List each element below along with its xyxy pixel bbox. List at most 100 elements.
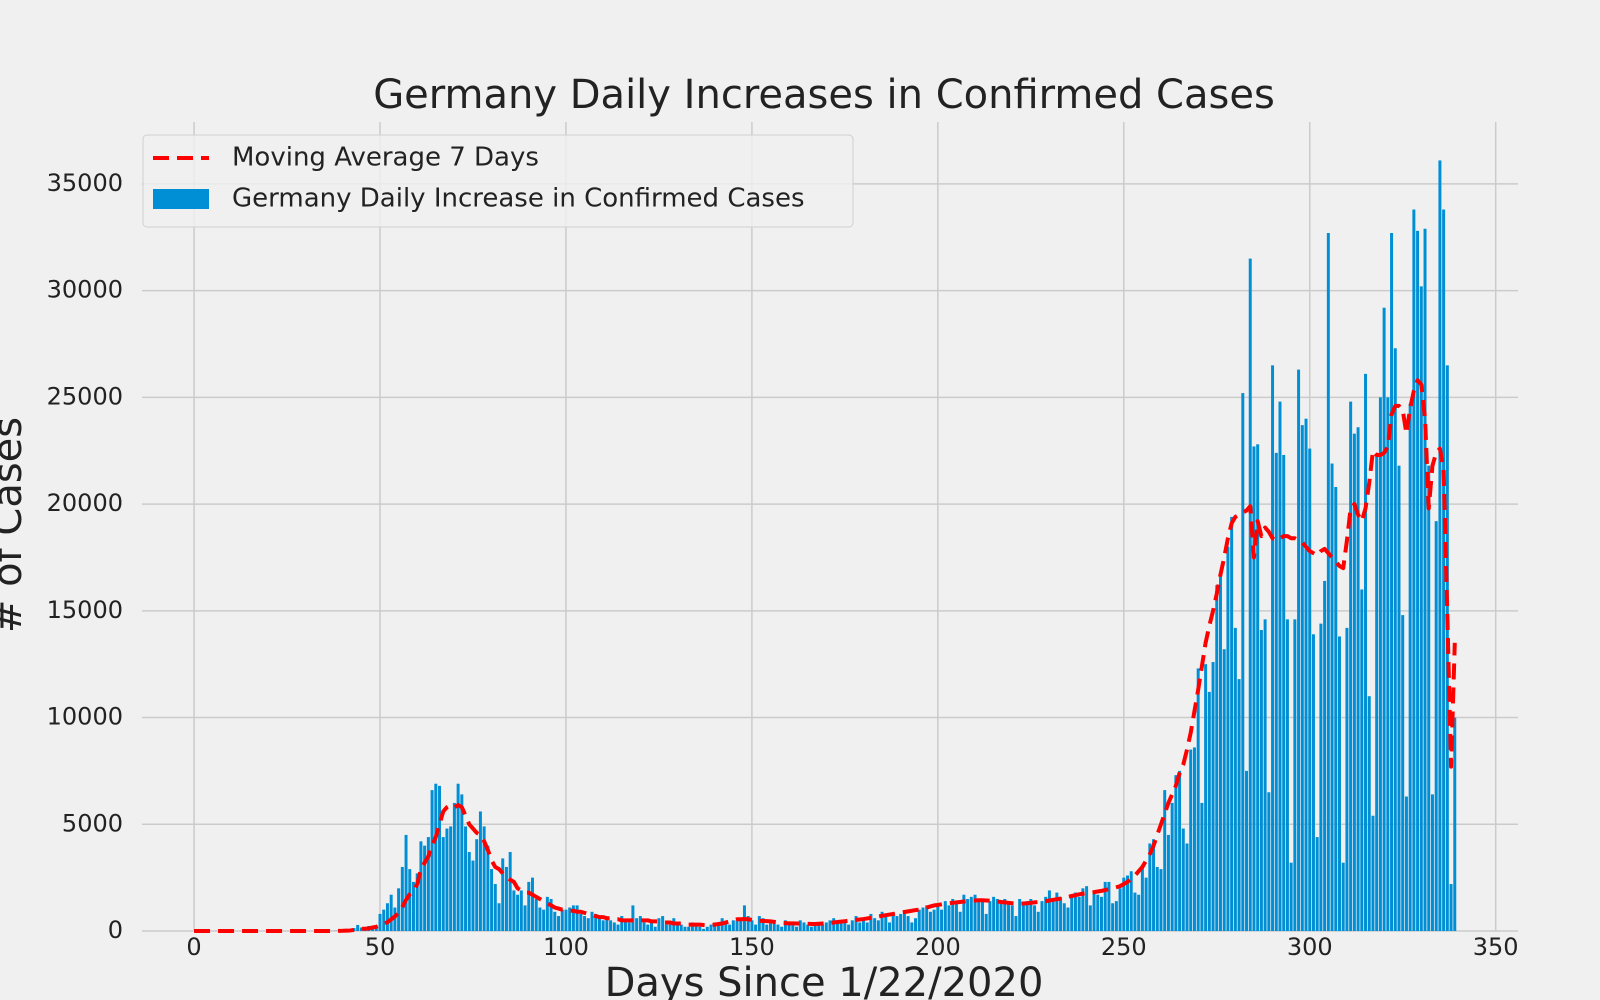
bar — [940, 909, 944, 931]
bar — [490, 869, 494, 931]
bar — [780, 926, 784, 931]
bar — [397, 888, 401, 931]
bar — [1364, 373, 1368, 931]
bar — [471, 860, 475, 931]
bar — [1062, 903, 1066, 931]
bar — [1338, 636, 1341, 931]
bar — [1163, 790, 1167, 931]
bar — [839, 920, 843, 931]
plot-area — [194, 160, 1457, 933]
bar — [776, 924, 780, 931]
bar — [1181, 828, 1185, 931]
bar — [832, 918, 836, 931]
bar — [1077, 896, 1081, 931]
bar — [1051, 901, 1055, 931]
bar — [1122, 877, 1126, 931]
bar — [735, 920, 739, 931]
bar — [899, 913, 903, 931]
bar — [969, 896, 973, 931]
bar — [564, 909, 568, 931]
legend-box — [142, 134, 854, 228]
bar — [478, 811, 482, 931]
bar — [954, 901, 958, 931]
bar — [687, 926, 691, 931]
bar — [995, 898, 999, 931]
y-tick-label: 10000 — [47, 703, 123, 731]
bar — [1066, 907, 1070, 931]
bar — [635, 918, 639, 931]
bar — [1300, 425, 1304, 931]
y-tick-label: 20000 — [47, 489, 123, 517]
bar — [627, 922, 631, 931]
bar — [1170, 802, 1174, 931]
bar — [1025, 901, 1029, 931]
bar — [906, 916, 910, 931]
bar — [694, 924, 698, 931]
bar — [523, 905, 527, 931]
bar — [783, 920, 787, 931]
bar — [1256, 444, 1260, 931]
bar — [1036, 911, 1040, 931]
bar — [739, 918, 743, 931]
bar — [568, 907, 572, 931]
bar — [865, 922, 869, 931]
bar — [1218, 574, 1222, 931]
bar — [1107, 881, 1111, 931]
bar — [441, 837, 445, 931]
bar — [809, 926, 813, 931]
bar — [411, 881, 415, 931]
bar — [1118, 888, 1122, 931]
bar — [1185, 843, 1189, 931]
bar — [698, 926, 702, 931]
bar — [999, 903, 1003, 931]
bar — [594, 913, 598, 931]
bar — [884, 916, 888, 931]
bar — [638, 916, 642, 931]
bar — [482, 826, 486, 931]
bar — [1114, 901, 1118, 931]
bar — [623, 920, 627, 931]
bar — [501, 858, 505, 931]
bar — [1029, 898, 1033, 931]
bar — [1178, 770, 1182, 931]
bar — [880, 911, 884, 931]
bar — [821, 924, 825, 931]
bar — [746, 916, 750, 931]
bar — [1222, 649, 1226, 931]
bar — [430, 790, 434, 931]
bar — [1248, 258, 1252, 931]
bar — [1453, 717, 1457, 931]
bar — [984, 913, 988, 931]
bar — [1390, 232, 1394, 931]
bar — [765, 924, 769, 931]
bar — [854, 916, 858, 931]
bar — [1367, 696, 1371, 931]
bar — [605, 918, 609, 931]
bar — [1070, 894, 1074, 931]
bar — [962, 894, 966, 931]
bar — [980, 898, 984, 931]
bar — [464, 826, 468, 931]
bar — [1311, 634, 1315, 931]
bar — [545, 896, 549, 931]
bar — [966, 898, 970, 931]
bar — [1442, 209, 1446, 931]
bar — [709, 924, 713, 931]
bar — [504, 866, 508, 931]
bar — [530, 877, 534, 931]
bar — [419, 841, 423, 931]
bar — [456, 783, 460, 931]
bar — [650, 920, 653, 931]
bar — [850, 920, 854, 931]
bar — [988, 901, 992, 931]
bar — [888, 922, 891, 931]
bar — [516, 894, 520, 931]
bar — [382, 909, 386, 931]
bar — [404, 834, 408, 931]
bar — [1285, 619, 1289, 931]
bar — [1237, 679, 1241, 931]
bar — [400, 866, 404, 931]
legend: Moving Average 7 Days Germany Daily Incre… — [142, 134, 854, 228]
bar — [1241, 393, 1245, 931]
bar — [943, 901, 947, 931]
